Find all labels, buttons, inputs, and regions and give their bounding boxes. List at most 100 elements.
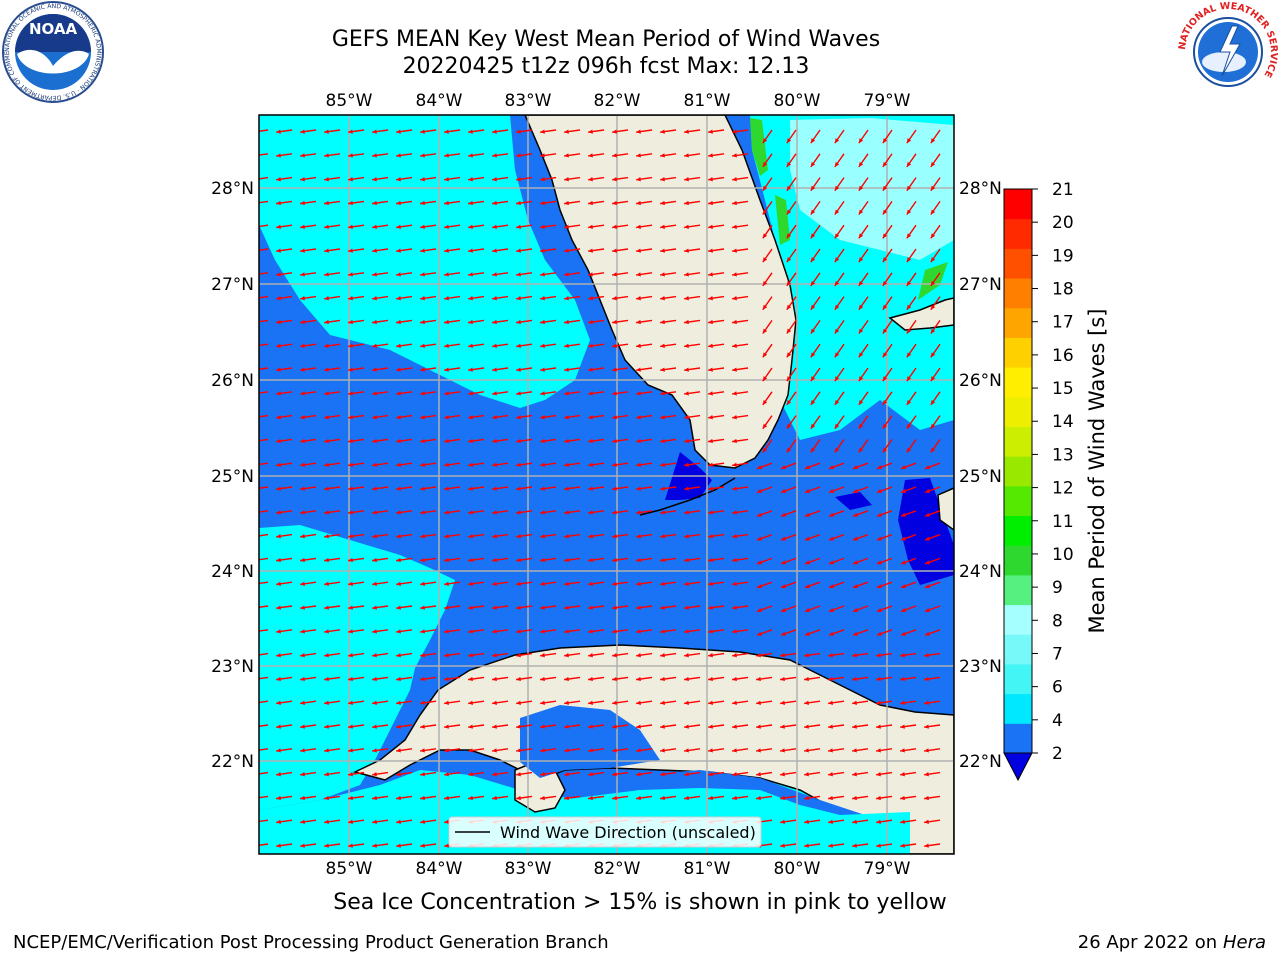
green-spot-3 [918,262,948,300]
wind-wave-arrowhead [516,224,521,229]
wind-wave-arrowhead [882,185,888,191]
wind-wave-arrowhead [660,200,665,206]
footer-host: Hera [1222,932,1266,953]
wind-wave-arrowhead [540,438,545,444]
wind-wave-arrowhead [660,557,665,563]
wind-wave-arrowhead [828,772,833,777]
wind-wave-arrowhead [732,534,737,539]
wind-wave-arrowhead [828,819,833,824]
colorbar-tick-label: 16 [1052,346,1074,366]
wind-wave-arrowhead [540,534,545,539]
lat-label-right: 26°N [959,371,1002,391]
wind-wave-arrowhead [588,700,593,705]
wind-wave-arrowhead [468,438,473,444]
wind-wave-arrowhead [468,486,473,491]
wind-wave-arrowhead [540,653,545,658]
wind-wave-arrowhead [780,607,786,612]
wind-wave-arrowhead [276,724,281,729]
wind-wave-arrowhead [924,676,929,682]
wind-wave-arrowhead [516,438,521,444]
wind-wave-arrowhead [348,843,353,848]
wind-wave-arrowhead [810,233,816,239]
wind-wave-arrowhead [300,224,305,229]
wind-wave-arrowhead [612,605,617,610]
wind-wave-arrowhead [276,557,281,563]
wind-wave-arrowhead [300,319,305,325]
wind-wave-arrowhead [834,376,840,382]
wind-wave-arrowhead [492,153,497,158]
wind-wave-arrowhead [684,486,689,491]
wind-wave-arrowhead [762,209,768,215]
wind-wave-arrowhead [906,447,912,453]
wind-wave-arrowhead [540,296,545,301]
wind-wave-arrowhead [930,423,936,429]
wind-wave-arrowhead [762,138,768,144]
wind-wave-arrowhead [924,512,930,517]
wind-wave-arrowhead [324,343,329,348]
wind-wave-arrowhead [684,129,689,134]
wind-wave-arrowhead [852,488,858,493]
lon-label-top: 79°W [864,91,911,111]
wind-wave-arrowhead [468,724,473,729]
wind-wave-arrowhead [612,367,617,372]
wind-wave-arrowhead [372,510,377,515]
wind-wave-arrowhead [732,653,737,658]
wind-wave-arrowhead [684,296,689,301]
wind-wave-arrowhead [612,153,617,158]
wind-wave-arrowhead [732,700,737,705]
wind-wave-arrow [259,153,269,156]
wind-wave-arrowhead [852,676,857,682]
wind-wave-arrowhead [924,488,930,493]
wind-wave-arrowhead [732,343,737,348]
lat-label-left: 26°N [211,371,254,391]
wind-wave-arrowhead [396,534,401,539]
wind-wave-arrowhead [468,224,473,229]
wind-wave-arrowhead [492,248,497,253]
wind-wave-arrowhead [372,200,377,206]
wind-wave-arrowhead [444,129,449,134]
lat-label-left: 25°N [211,467,254,487]
colorbar-tick-label: 15 [1052,379,1074,399]
wind-wave-arrowhead [492,795,497,801]
wind-wave-arrowhead [660,581,665,586]
wind-wave-arrowhead [900,607,906,612]
wind-wave-arrowhead [780,772,785,777]
wind-wave-arrowhead [492,438,497,444]
wind-wave-arrowhead [708,700,713,705]
wind-wave-arrowhead [468,367,473,372]
wind-wave-arrowhead [420,629,425,634]
wind-wave-arrowhead [348,129,353,134]
wind-wave-arrowhead [858,304,864,310]
wind-wave-arrowhead [324,676,329,682]
wind-wave-arrowhead [420,296,425,301]
lon-label-bottom: 81°W [684,859,731,879]
wind-wave-arrowhead [564,510,569,515]
wind-wave-arrowhead [300,367,305,372]
wind-wave-arrowhead [348,462,353,467]
wind-wave-arrowhead [756,631,762,636]
wind-wave-arrowhead [882,328,888,334]
wind-wave-arrowhead [636,129,641,134]
wind-wave-arrowhead [468,200,473,206]
wind-wave-arrow [259,819,269,823]
wind-wave-arrowhead [324,581,329,586]
wind-wave-arrowhead [372,819,377,824]
wind-wave-arrowhead [612,272,617,277]
wind-wave-arrowhead [762,161,768,167]
colorbar-tick-label: 19 [1052,246,1074,266]
wind-wave-arrowhead [420,819,425,824]
wind-wave-arrowhead [300,557,305,563]
wind-wave-arrowhead [900,465,906,470]
wind-wave-arrowhead [930,233,936,239]
wind-wave-arrowhead [660,296,665,301]
wind-wave-arrowhead [660,653,665,658]
wind-wave-arrowhead [252,724,257,728]
wind-wave-arrowhead [564,248,569,253]
wind-wave-arrowhead [588,224,593,229]
wind-wave-arrowhead [516,319,521,325]
wind-wave-arrow [259,700,269,704]
wind-wave-arrowhead [396,153,401,158]
wind-wave-arrowhead [804,676,809,682]
wind-wave-arrowhead [906,209,912,215]
wind-wave-arrowhead [420,438,425,444]
